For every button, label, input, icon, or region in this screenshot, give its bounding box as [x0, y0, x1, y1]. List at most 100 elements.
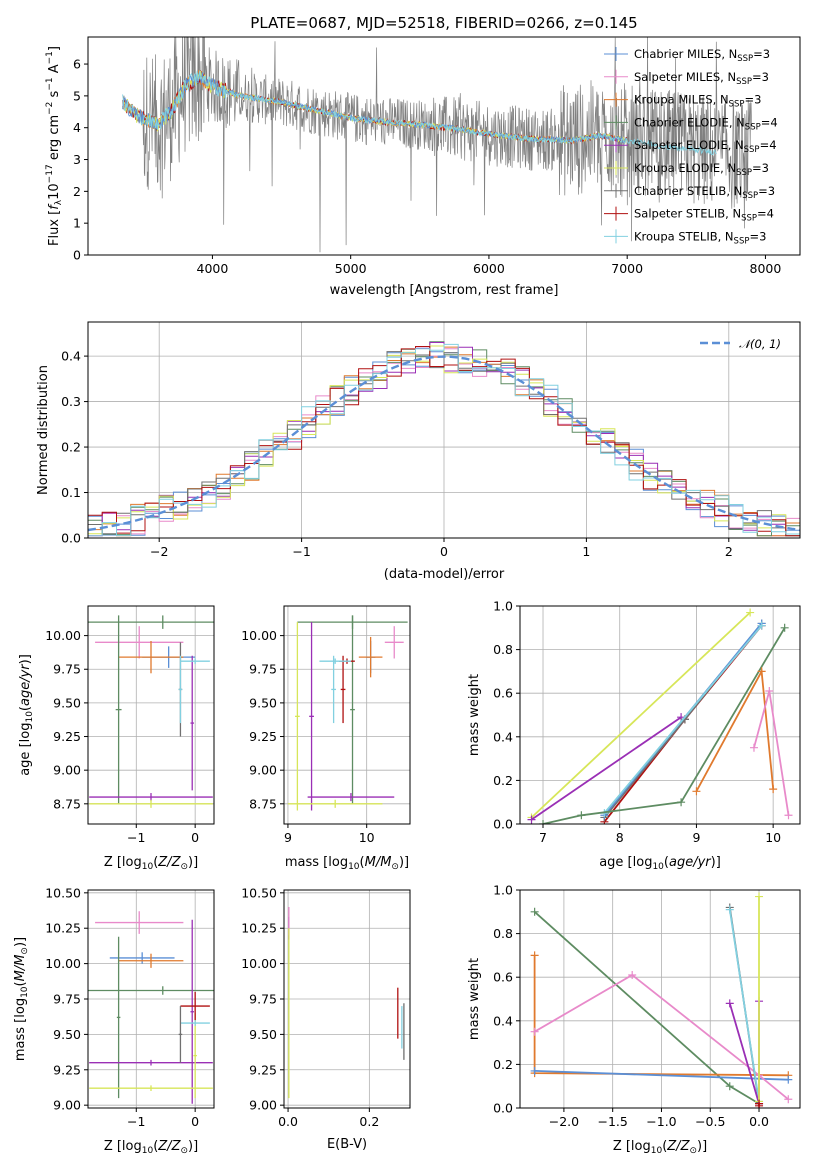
x-tick-label: 0: [191, 830, 199, 845]
y-tick-label: 9.00: [249, 763, 277, 778]
legend-label: Salpeter ELODIE, NSSP=4: [634, 138, 777, 155]
legend-text-part: =4: [761, 115, 778, 129]
label-part: M/M: [13, 955, 28, 982]
label-part: age [log: [18, 723, 33, 776]
y-tick-label: 5: [73, 88, 81, 103]
x-axis-label: E(B-V): [327, 1137, 367, 1152]
weight-marker-kroupa_miles: [692, 787, 701, 796]
y-tick-label: 10.25: [45, 921, 81, 936]
weight-marker-chabrier_elodie: [539, 820, 548, 824]
y-tick-label: 9.50: [53, 695, 81, 710]
weight-marker-salpeter_miles: [628, 971, 637, 980]
label-part: M/M: [365, 855, 392, 870]
label-part: )]: [13, 937, 28, 947]
y-tick-label: 0.2: [61, 440, 81, 455]
y-tick-label: 0.4: [493, 1013, 513, 1028]
label-part: ⊙: [689, 1146, 697, 1156]
x-tick-label: −1: [127, 1114, 145, 1129]
legend-label: Chabrier MILES, NSSP=3: [634, 47, 770, 64]
axes-age_vs_z: −1 0 8.75 9.00 9.25 9.50 9.75 10.00: [45, 605, 215, 845]
y-tick-label: 9.25: [249, 729, 277, 744]
label-part: mass [log: [13, 998, 28, 1061]
y-tick-label: 10.00: [45, 628, 81, 643]
y-tick-label: 1.0: [493, 599, 513, 614]
legend-text-part: SSP: [736, 168, 752, 178]
label-part: Z [log: [613, 1139, 651, 1154]
axes-residuals: −2 −1 0 1 2 0.0 0.1 0.2 0.3 0.4: [61, 321, 801, 559]
y-tick-label: 9.75: [249, 992, 277, 1007]
y-tick-label: 0.6: [493, 970, 513, 985]
legend-text-part: Salpeter MILES, N: [634, 70, 736, 84]
y-tick-label: 0.2: [493, 773, 513, 788]
x-tick-label: −1.5: [598, 1114, 628, 1129]
legend-label: Kroupa STELIB, NSSP=3: [634, 229, 766, 246]
label-part: ⊙: [20, 947, 30, 955]
y-tick-label: 0: [73, 248, 81, 263]
plot-area: [122, 37, 752, 253]
y-tick-label: 9.50: [249, 695, 277, 710]
y-tick-label: 0.3: [61, 394, 81, 409]
y-axis-label: age [log10(age/yr)]: [18, 654, 35, 776]
label-part: (: [153, 855, 158, 870]
y-tick-label: 9.50: [249, 1027, 277, 1042]
y-tick-label: 1: [73, 216, 81, 231]
weight-line-chabrier_elodie: [542, 627, 786, 824]
x-tick-label: −1.0: [646, 1114, 676, 1129]
label-part: 10: [651, 1146, 663, 1156]
legend-text-part: =3: [749, 229, 766, 243]
y-tick-label: 9.00: [249, 1098, 277, 1113]
y-tick-label: 0.8: [493, 926, 513, 941]
label-part: )]: [399, 855, 409, 870]
label-part: )]: [188, 855, 198, 870]
legend-text-part: Kroupa STELIB, N: [634, 229, 734, 243]
x-tick-label: −1: [292, 544, 310, 559]
y-axis-label: mass [log10(M/M⊙)]: [13, 937, 30, 1061]
axes-mass_vs_ebv: 0.0 0.2 9.00 9.25 9.50 9.75 10.00 10.25 10.50: [241, 885, 411, 1129]
label-part: 10: [25, 711, 35, 723]
legend-text-part: SSP: [742, 191, 758, 201]
label-part: (: [360, 855, 365, 870]
label-part: )]: [697, 1139, 707, 1154]
y-tick-label: 9.75: [53, 662, 81, 677]
y-axis-label: mass weight: [467, 958, 482, 1040]
y-tick-label: 0.0: [61, 531, 81, 546]
legend-text-part: Chabrier MILES, N: [634, 47, 737, 61]
axes-frame: [519, 889, 801, 1109]
axes-spectrum: 4000 5000 6000 7000 8000 0 1 2 3 4 5 6: [73, 36, 801, 276]
legend-label: Chabrier ELODIE, NSSP=4: [634, 115, 778, 132]
label-part: 10: [348, 862, 360, 872]
weight-line-salpeter_miles: [534, 973, 789, 1100]
x-tick-label: 7000: [611, 261, 643, 276]
axes-frame: [519, 605, 801, 825]
weight-line-kroupa_stelib: [603, 625, 763, 814]
y-axis-label: mass weight: [467, 674, 482, 756]
label-part: −2: [45, 102, 55, 115]
label-part: ⊙: [180, 862, 188, 872]
y-tick-label: 1.0: [493, 883, 513, 898]
y-tick-label: 9.25: [53, 729, 81, 744]
x-tick-label: 8: [616, 830, 624, 845]
label-part: age/yr: [669, 855, 712, 870]
legend-text-part: Chabrier STELIB, N: [634, 184, 742, 198]
y-axis-label: Flux [fλ10−17 erg cm−2 s−1 A−1]: [45, 46, 64, 246]
label-part: −1: [45, 51, 55, 64]
x-tick-label: 8000: [750, 261, 782, 276]
y-tick-label: 0.0: [493, 1101, 513, 1116]
weight-marker-chabrier_elodie: [530, 907, 539, 916]
weight-marker-kroupa_elodie: [755, 892, 764, 901]
label-part: Z/Z: [157, 1139, 181, 1154]
label-part: −17: [45, 164, 55, 183]
y-tick-label: 9.25: [249, 1062, 277, 1077]
legend-label: Salpeter MILES, NSSP=3: [634, 70, 769, 87]
y-tick-label: 8.75: [53, 796, 81, 811]
y-tick-label: 9.00: [53, 1098, 81, 1113]
legend-text-part: =3: [752, 161, 769, 175]
y-tick-label: 10.50: [241, 885, 277, 900]
label-part: Z/Z: [666, 1139, 690, 1154]
weight-marker-chabrier_miles: [530, 1066, 539, 1075]
y-tick-label: 0.6: [493, 686, 513, 701]
x-axis-label: age [log10(age/yr)]: [599, 855, 721, 872]
y-tick-label: 0.4: [493, 729, 513, 744]
weight-marker-chabrier_elodie: [677, 798, 686, 807]
x-tick-label: 4000: [197, 261, 229, 276]
